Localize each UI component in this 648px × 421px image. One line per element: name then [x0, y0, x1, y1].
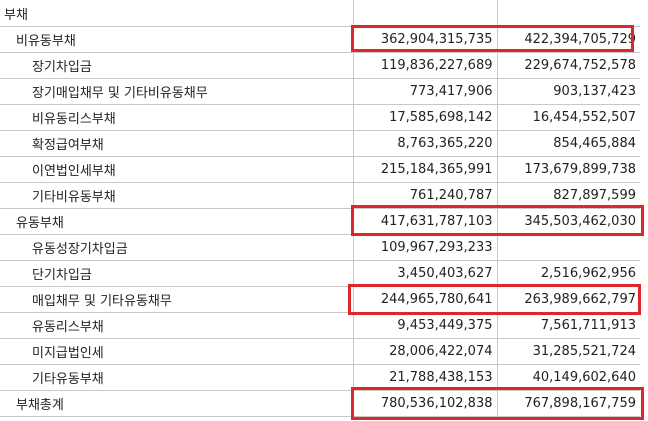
- prior-period-value: 827,897,599: [497, 182, 640, 209]
- current-period-value: 215,184,365,991: [353, 156, 498, 183]
- current-period-value: 28,006,422,074: [353, 338, 498, 365]
- row-label: 부채총계: [0, 390, 354, 417]
- prior-period-value: 263,989,662,797: [497, 286, 640, 313]
- row-label: 확정급여부채: [0, 130, 354, 157]
- current-period-value: 21,788,438,153: [353, 364, 498, 391]
- row-label: 이연법인세부채: [0, 156, 354, 183]
- table-row: 기타유동부채 21,788,438,153 40,149,602,640: [0, 364, 640, 391]
- row-label: 미지급법인세: [0, 338, 354, 365]
- row-label: 비유동리스부채: [0, 104, 354, 131]
- current-period-value: 109,967,293,233: [353, 234, 498, 261]
- prior-period-value: [497, 234, 640, 261]
- prior-period-value: 40,149,602,640: [497, 364, 640, 391]
- row-label: 매입채무 및 기타유동채무: [0, 286, 354, 313]
- row-label: 장기매입채무 및 기타비유동채무: [0, 78, 354, 105]
- prior-period-value: 903,137,423: [497, 78, 640, 105]
- row-label: 장기차입금: [0, 52, 354, 79]
- row-label: 비유동부채: [0, 26, 354, 53]
- prior-period-value: 345,503,462,030: [497, 208, 640, 235]
- table-row: 이연법인세부채 215,184,365,991 173,679,899,738: [0, 156, 640, 183]
- table-row: 기타비유동부채 761,240,787 827,897,599: [0, 182, 640, 209]
- table-row: 유동성장기차입금 109,967,293,233: [0, 234, 640, 261]
- row-label: 부채: [0, 0, 354, 27]
- prior-period-value: 16,454,552,507: [497, 104, 640, 131]
- prior-period-value: 229,674,752,578: [497, 52, 640, 79]
- current-period-value: 3,450,403,627: [353, 260, 498, 287]
- prior-period-value: 2,516,962,956: [497, 260, 640, 287]
- prior-period-value: 767,898,167,759: [497, 390, 640, 417]
- prior-period-value: [497, 0, 640, 27]
- row-label: 유동성장기차입금: [0, 234, 354, 261]
- row-label: 기타유동부채: [0, 364, 354, 391]
- table-row: 매입채무 및 기타유동채무 244,965,780,641 263,989,662,…: [0, 286, 640, 313]
- table-row: 비유동리스부채 17,585,698,142 16,454,552,507: [0, 104, 640, 131]
- liabilities-table: 부채 비유동부채 362,904,315,735 422,394,705,729 장기차…: [0, 0, 640, 417]
- table-row: 확정급여부채 8,763,365,220 854,465,884: [0, 130, 640, 157]
- table-row: 장기차입금 119,836,227,689 229,674,752,578: [0, 52, 640, 79]
- table-row: 유동리스부채 9,453,449,375 7,561,711,913: [0, 312, 640, 339]
- row-label: 단기차입금: [0, 260, 354, 287]
- current-period-value: 9,453,449,375: [353, 312, 498, 339]
- current-period-value: 417,631,787,103: [353, 208, 498, 235]
- table-row: 장기매입채무 및 기타비유동채무 773,417,906 903,137,423: [0, 78, 640, 105]
- current-period-value: 773,417,906: [353, 78, 498, 105]
- row-label: 유동부채: [0, 208, 354, 235]
- current-period-value: 761,240,787: [353, 182, 498, 209]
- current-period-value: 17,585,698,142: [353, 104, 498, 131]
- table-row: 미지급법인세 28,006,422,074 31,285,521,724: [0, 338, 640, 365]
- current-period-value: [353, 0, 498, 27]
- row-label: 기타비유동부채: [0, 182, 354, 209]
- current-period-value: 8,763,365,220: [353, 130, 498, 157]
- current-period-value: 119,836,227,689: [353, 52, 498, 79]
- table-row: 부채: [0, 0, 640, 27]
- prior-period-value: 31,285,521,724: [497, 338, 640, 365]
- prior-period-value: 173,679,899,738: [497, 156, 640, 183]
- current-period-value: 244,965,780,641: [353, 286, 498, 313]
- table-row: 단기차입금 3,450,403,627 2,516,962,956: [0, 260, 640, 287]
- row-label: 유동리스부채: [0, 312, 354, 339]
- current-period-value: 780,536,102,838: [353, 390, 498, 417]
- prior-period-value: 854,465,884: [497, 130, 640, 157]
- table-row: 유동부채 417,631,787,103 345,503,462,030: [0, 208, 640, 235]
- prior-period-value: 7,561,711,913: [497, 312, 640, 339]
- table-row: 부채총계 780,536,102,838 767,898,167,759: [0, 390, 640, 417]
- table-row: 비유동부채 362,904,315,735 422,394,705,729: [0, 26, 640, 53]
- prior-period-value: 422,394,705,729: [497, 26, 640, 53]
- current-period-value: 362,904,315,735: [353, 26, 498, 53]
